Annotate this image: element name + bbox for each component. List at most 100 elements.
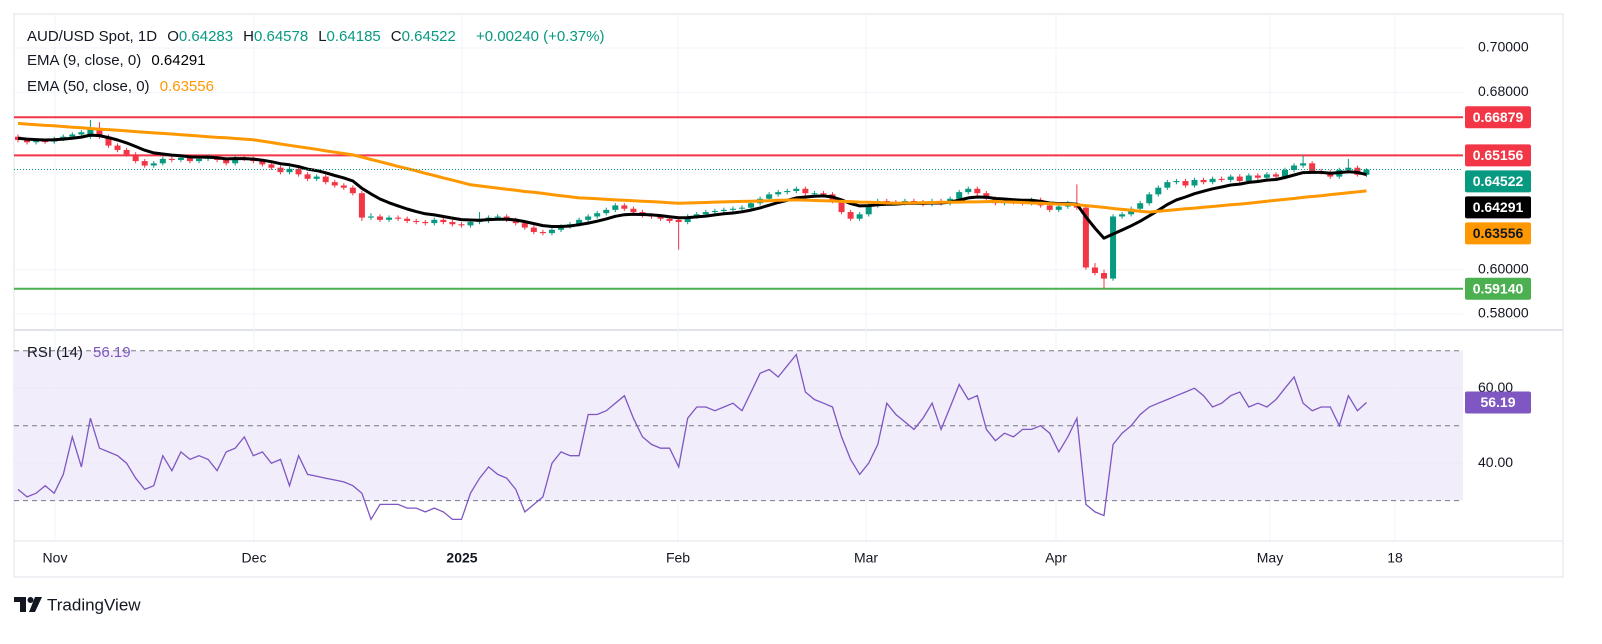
candle-body — [1191, 179, 1198, 186]
candle-body — [793, 188, 800, 192]
candle-body — [630, 208, 637, 213]
candle-body — [729, 208, 736, 210]
label-text: 0.66879 — [1473, 109, 1524, 125]
candle-body — [1218, 178, 1225, 180]
candle-body — [847, 212, 854, 219]
candle-body — [494, 216, 501, 218]
candle-body — [811, 193, 818, 195]
candle-body — [277, 167, 284, 173]
candle-body — [1119, 214, 1126, 217]
candle-body — [467, 222, 474, 226]
ohlc-value: 0.64283 — [178, 28, 234, 45]
candle-body — [440, 219, 447, 223]
ohlc-value: 0.64185 — [326, 28, 381, 45]
x-tick-label: Dec — [242, 550, 267, 566]
ohlc-value: 0.64578 — [253, 28, 309, 45]
ema-line — [17, 133, 1367, 240]
rsi-name: RSI (14) — [27, 344, 83, 361]
y-tick-label: 0.68000 — [1478, 83, 1529, 99]
candle-body — [1110, 216, 1117, 279]
candle-body — [1345, 167, 1352, 170]
candle-body — [1245, 175, 1252, 182]
candle-body — [684, 216, 691, 223]
candle-body — [1236, 176, 1243, 182]
y-tick-label: 60.00 — [1478, 379, 1513, 395]
candle-body — [666, 218, 673, 221]
candle-body — [304, 174, 311, 179]
logo — [14, 597, 42, 612]
candle-body — [1164, 182, 1171, 188]
candle-body — [223, 159, 230, 164]
candle-body — [621, 205, 628, 209]
candle-body — [1101, 273, 1107, 279]
candle-body — [377, 216, 383, 220]
candle-body — [702, 212, 709, 215]
candle-body — [1291, 165, 1298, 170]
rsi-value: 56.19 — [93, 344, 131, 361]
candle-body — [1254, 175, 1261, 178]
label-box — [1465, 391, 1531, 414]
candle-body — [349, 187, 356, 194]
candle-body — [186, 157, 193, 162]
x-tick-label: Feb — [666, 550, 690, 566]
candle-body — [268, 164, 275, 168]
candle-body — [594, 213, 601, 217]
candle-body — [114, 145, 121, 150]
candle-body — [132, 154, 139, 162]
candle-body — [367, 216, 374, 218]
candle-body — [1137, 203, 1144, 209]
candle-body — [802, 188, 809, 194]
candle-body — [1309, 163, 1316, 172]
candle-body — [1200, 179, 1207, 183]
ema-line — [17, 121, 1367, 214]
candle-body — [413, 220, 420, 223]
candle-body — [974, 188, 981, 194]
y-tick-label: 0.60000 — [1478, 260, 1529, 276]
candle-body — [69, 134, 76, 137]
x-tick-label: 18 — [1387, 550, 1403, 566]
ema-name: EMA (9, close, 0) — [27, 52, 142, 69]
legend-row: EMA (9, close, 0) 0.64291 — [27, 51, 212, 71]
candle-body — [395, 217, 402, 219]
candle-body — [33, 141, 40, 143]
candle-body — [404, 218, 411, 221]
ohlc-value: 0.64522 — [401, 28, 456, 45]
candle-body — [711, 210, 718, 213]
ema-last-label: 0.63556 — [1465, 222, 1531, 245]
candle-body — [856, 214, 863, 219]
candle-body — [675, 219, 682, 223]
candle-body — [956, 192, 963, 199]
candle-body — [449, 222, 456, 225]
candle-body — [693, 214, 700, 217]
candle-body — [313, 176, 320, 179]
candle-body — [232, 157, 239, 164]
label-text: 0.64291 — [1473, 199, 1524, 215]
candle-body — [539, 232, 546, 234]
candle-body — [820, 193, 827, 195]
candle-body — [24, 140, 31, 143]
candle-body — [1282, 169, 1288, 177]
candle-body — [1272, 174, 1279, 177]
candle-body — [1046, 205, 1053, 210]
candle-body — [1300, 163, 1307, 166]
label-box — [1465, 144, 1531, 167]
brand: TradingView — [47, 595, 141, 614]
ema-value: 0.64291 — [151, 52, 206, 69]
candle-body — [548, 229, 555, 234]
candle-body — [612, 205, 619, 210]
candle-body — [558, 226, 564, 230]
ohlc-label: L — [318, 28, 327, 45]
y-tick-label: 0.58000 — [1478, 305, 1529, 321]
symbol: AUD/USD Spot, 1D — [27, 28, 158, 45]
candle-body — [775, 192, 782, 195]
rsi-last-label: 56.19 — [1465, 391, 1531, 414]
candle-body — [1263, 174, 1270, 178]
candle-body — [196, 158, 202, 162]
candle-body — [1363, 169, 1370, 175]
candle-body — [657, 216, 664, 219]
change: +0.00240 (+0.37%) — [476, 28, 605, 45]
x-tick-label: Mar — [854, 550, 878, 566]
candle-body — [177, 157, 184, 160]
candle-body — [1182, 181, 1189, 186]
